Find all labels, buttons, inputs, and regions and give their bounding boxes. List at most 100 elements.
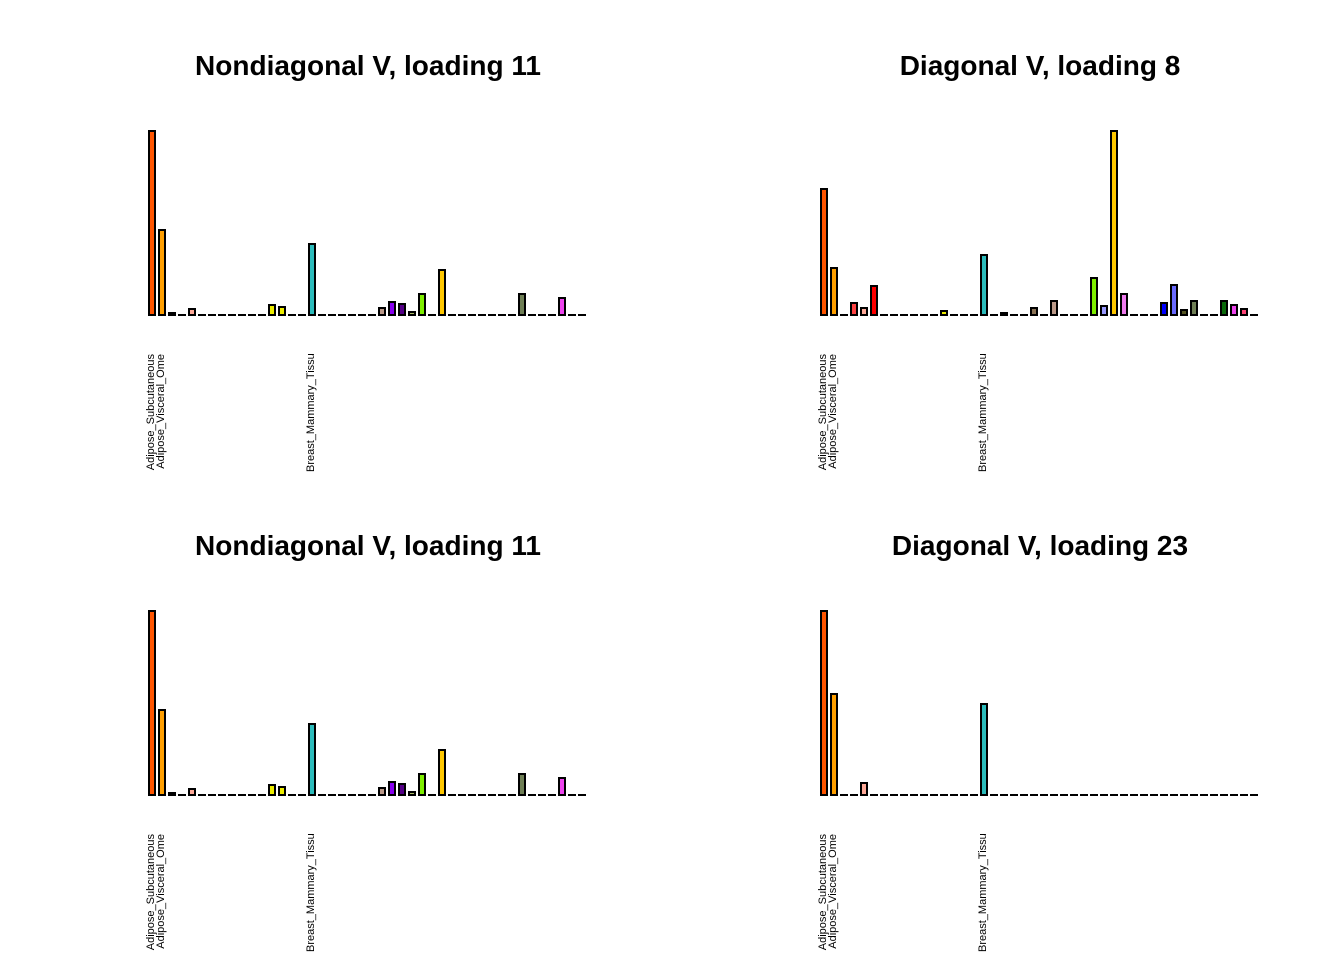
bar	[920, 314, 928, 316]
bar	[1230, 304, 1238, 316]
bar	[1250, 314, 1258, 316]
bar	[208, 314, 216, 316]
bar	[1200, 794, 1208, 796]
bar	[178, 314, 186, 316]
bar	[1020, 794, 1028, 796]
bar	[820, 188, 828, 316]
bar	[308, 243, 316, 316]
bar	[1200, 314, 1208, 316]
bar	[368, 314, 376, 316]
bar	[188, 308, 196, 316]
bar	[328, 314, 336, 316]
bar	[860, 782, 868, 796]
bar	[198, 314, 206, 316]
bar	[558, 777, 566, 796]
bar	[1030, 307, 1038, 316]
bar	[278, 306, 286, 316]
bar	[980, 254, 988, 316]
bar	[950, 794, 958, 796]
bar	[208, 794, 216, 796]
bar	[578, 794, 586, 796]
bar	[900, 794, 908, 796]
bar	[1080, 794, 1088, 796]
bar	[1210, 794, 1218, 796]
bar	[388, 301, 396, 316]
bar	[368, 794, 376, 796]
bar	[398, 303, 406, 316]
bar	[348, 314, 356, 316]
bar	[258, 794, 266, 796]
plot-area: Adipose_Subcutaneous Adipose_Visceral_Ome…	[145, 128, 588, 472]
bar	[468, 794, 476, 796]
bar	[248, 314, 256, 316]
x-tick-label: Adipose_Visceral_Ome	[155, 834, 167, 949]
x-tick-label: Adipose_Visceral_Ome	[827, 354, 839, 469]
bar	[940, 310, 948, 316]
bar	[218, 314, 226, 316]
bar	[188, 788, 196, 796]
bar	[548, 314, 556, 316]
bar	[1090, 794, 1098, 796]
bar	[448, 314, 456, 316]
bar	[358, 794, 366, 796]
bar	[850, 794, 858, 796]
bar	[488, 314, 496, 316]
x-tick-label: Adipose_Visceral_Ome	[827, 834, 839, 949]
bar	[488, 794, 496, 796]
bar	[418, 773, 426, 796]
bar	[1000, 312, 1008, 316]
bar	[278, 786, 286, 796]
bar	[478, 794, 486, 796]
bar	[1150, 794, 1158, 796]
bar	[238, 794, 246, 796]
bar	[568, 314, 576, 316]
bar	[830, 693, 838, 796]
bar	[1110, 794, 1118, 796]
bar	[538, 794, 546, 796]
bar	[378, 787, 386, 796]
bar	[428, 314, 436, 316]
bar	[338, 314, 346, 316]
bar	[338, 794, 346, 796]
bar	[990, 794, 998, 796]
bar	[950, 314, 958, 316]
bar	[840, 794, 848, 796]
chart-title: Diagonal V, loading 23	[891, 530, 1189, 561]
bar	[840, 314, 848, 316]
x-tick-label: Breast_Mammary_Tissu	[305, 833, 317, 952]
bar	[568, 794, 576, 796]
bar	[448, 794, 456, 796]
bar	[1020, 314, 1028, 316]
bar	[1190, 300, 1198, 316]
bar	[1210, 314, 1218, 316]
bar	[910, 314, 918, 316]
bar	[268, 304, 276, 316]
bar	[218, 794, 226, 796]
bar	[288, 314, 296, 316]
bar	[408, 311, 416, 316]
bar	[428, 794, 436, 796]
bar	[830, 267, 838, 316]
bar	[1180, 309, 1188, 316]
bar	[438, 749, 446, 796]
bar	[458, 314, 466, 316]
bar	[1240, 794, 1248, 796]
bar	[940, 794, 948, 796]
bar	[870, 794, 878, 796]
x-tick-label: Breast_Mammary_Tissu	[977, 353, 989, 472]
chart-panel-bottom-right: Diagonal V, loading 23 Adipose_Subcutane…	[672, 480, 1344, 960]
bar	[930, 794, 938, 796]
bar	[900, 314, 908, 316]
bar	[920, 794, 928, 796]
bar	[238, 314, 246, 316]
bar	[1050, 794, 1058, 796]
bar	[1130, 794, 1138, 796]
bar	[228, 794, 236, 796]
bar	[558, 297, 566, 316]
bar	[1110, 130, 1118, 316]
x-tick-label: Breast_Mammary_Tissu	[305, 353, 317, 472]
bar	[578, 314, 586, 316]
bar	[970, 314, 978, 316]
bar	[498, 314, 506, 316]
